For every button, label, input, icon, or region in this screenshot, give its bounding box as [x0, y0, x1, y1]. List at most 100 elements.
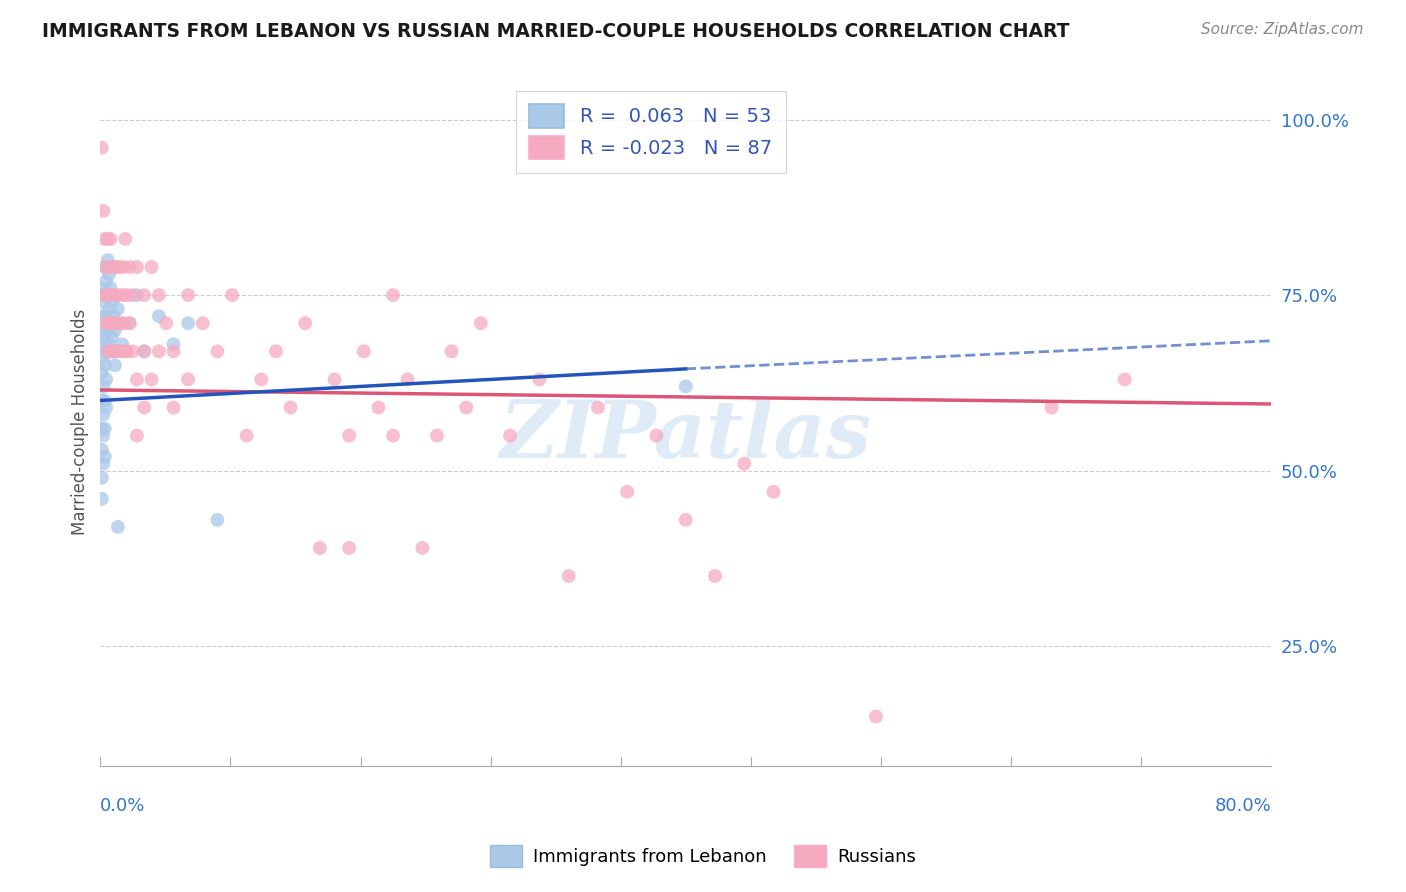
Point: [97, 232, 120, 246]
Point: [733, 457, 755, 471]
Point: [456, 401, 478, 415]
Point: [440, 344, 463, 359]
Point: [382, 288, 405, 302]
Point: [104, 288, 127, 302]
Point: [675, 379, 697, 393]
Point: [96, 401, 118, 415]
Point: [191, 316, 214, 330]
Point: [125, 260, 148, 274]
Point: [323, 372, 346, 386]
Legend: Immigrants from Lebanon, Russians: Immigrants from Lebanon, Russians: [482, 838, 924, 874]
Point: [105, 260, 128, 274]
Point: [118, 316, 141, 330]
Point: [1114, 372, 1136, 386]
Point: [93, 421, 115, 435]
Point: [91, 408, 114, 422]
Point: [221, 288, 243, 302]
Point: [96, 309, 118, 323]
Point: [134, 401, 156, 415]
Text: Source: ZipAtlas.com: Source: ZipAtlas.com: [1201, 22, 1364, 37]
Point: [103, 260, 125, 274]
Point: [96, 344, 118, 359]
Point: [108, 260, 131, 274]
Point: [112, 316, 135, 330]
Point: [104, 323, 127, 337]
Point: [90, 442, 112, 457]
Point: [91, 203, 114, 218]
Point: [90, 491, 112, 506]
Point: [105, 316, 128, 330]
Point: [91, 323, 114, 337]
Point: [762, 484, 785, 499]
Point: [134, 288, 156, 302]
Point: [280, 401, 302, 415]
Point: [98, 316, 121, 330]
Point: [111, 344, 134, 359]
Point: [90, 281, 112, 295]
Point: [529, 372, 551, 386]
Point: [96, 316, 118, 330]
Point: [1040, 401, 1063, 415]
Point: [125, 372, 148, 386]
Point: [114, 344, 136, 359]
Point: [103, 309, 125, 323]
Point: [97, 253, 120, 268]
Point: [121, 288, 143, 302]
Point: [107, 344, 129, 359]
Point: [103, 344, 125, 359]
Point: [177, 372, 200, 386]
Text: 0.0%: 0.0%: [100, 797, 146, 814]
Point: [207, 344, 229, 359]
Point: [337, 428, 360, 442]
Text: IMMIGRANTS FROM LEBANON VS RUSSIAN MARRIED-COUPLE HOUSEHOLDS CORRELATION CHART: IMMIGRANTS FROM LEBANON VS RUSSIAN MARRI…: [42, 22, 1070, 41]
Point: [396, 372, 419, 386]
Point: [411, 541, 433, 555]
Point: [98, 302, 121, 317]
Point: [675, 513, 697, 527]
Point: [107, 302, 129, 317]
Point: [114, 232, 136, 246]
Point: [115, 344, 138, 359]
Point: [294, 316, 316, 330]
Point: [337, 541, 360, 555]
Point: [90, 421, 112, 435]
Point: [101, 316, 124, 330]
Point: [97, 288, 120, 302]
Legend: R =  0.063   N = 53, R = -0.023   N = 87: R = 0.063 N = 53, R = -0.023 N = 87: [516, 91, 786, 173]
Point: [162, 401, 184, 415]
Point: [134, 344, 156, 359]
Point: [96, 372, 118, 386]
Text: ZIPatlas: ZIPatlas: [499, 397, 872, 474]
Point: [499, 428, 522, 442]
Point: [97, 344, 120, 359]
Point: [235, 428, 257, 442]
Point: [118, 316, 141, 330]
Point: [93, 393, 115, 408]
Point: [90, 393, 112, 408]
Point: [177, 288, 200, 302]
Point: [90, 365, 112, 379]
Point: [616, 484, 638, 499]
Point: [101, 330, 124, 344]
Point: [264, 344, 287, 359]
Point: [118, 260, 141, 274]
Point: [98, 337, 121, 351]
Point: [98, 267, 121, 281]
Point: [470, 316, 492, 330]
Point: [148, 288, 170, 302]
Point: [93, 295, 115, 310]
Point: [141, 260, 163, 274]
Point: [97, 323, 120, 337]
Point: [111, 288, 134, 302]
Point: [250, 372, 273, 386]
Point: [93, 260, 115, 274]
Point: [367, 401, 389, 415]
Point: [557, 569, 579, 583]
Point: [100, 232, 122, 246]
Point: [104, 359, 127, 373]
Point: [91, 379, 114, 393]
Point: [110, 316, 132, 330]
Point: [148, 344, 170, 359]
Point: [91, 288, 114, 302]
Point: [93, 359, 115, 373]
